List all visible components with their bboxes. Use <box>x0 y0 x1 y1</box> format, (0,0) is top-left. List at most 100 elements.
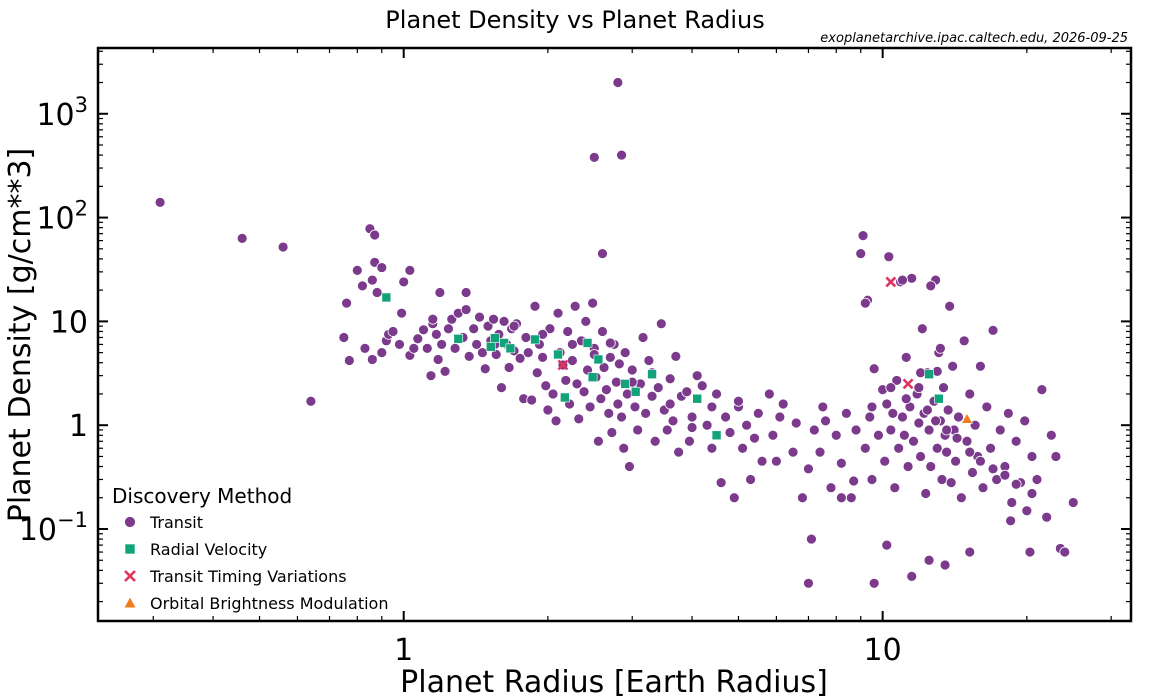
point-transit <box>537 328 549 340</box>
point-transit <box>610 376 622 388</box>
point-transit <box>604 337 616 349</box>
point-transit <box>797 492 808 504</box>
point-transit <box>737 442 748 454</box>
point-transit <box>951 432 963 444</box>
point-transit <box>629 401 641 413</box>
point-transit <box>664 398 676 410</box>
point-transit <box>588 151 600 163</box>
x-tick-label: 10 <box>864 633 902 668</box>
point-transit <box>953 411 964 423</box>
point-transit <box>1050 451 1062 462</box>
point-transit <box>817 401 829 413</box>
point-transit <box>1006 497 1018 508</box>
point-radial-velocity <box>485 341 496 352</box>
y-axis-label: Planet Density [g/cm**3] <box>3 148 38 523</box>
point-orbital-brightness-modulation <box>960 412 974 424</box>
point-transit <box>593 435 604 447</box>
point-transit <box>803 577 814 589</box>
y-tick-label: 1 <box>69 409 88 444</box>
point-transit <box>820 415 831 427</box>
point-radial-velocity <box>620 379 630 389</box>
point-transit <box>601 384 612 396</box>
point-transit <box>357 280 368 292</box>
point-transit <box>891 375 903 386</box>
point-radial-velocity <box>499 338 509 348</box>
point-transit <box>686 422 698 433</box>
point-transit <box>881 398 893 410</box>
point-transit <box>531 367 543 379</box>
point-transit <box>701 419 713 431</box>
point-transit <box>604 351 616 363</box>
point-transit <box>1010 435 1022 447</box>
point-transit <box>803 463 814 475</box>
point-transit <box>474 311 485 323</box>
point-transit <box>994 424 1006 436</box>
data-points <box>154 77 1079 589</box>
point-transit <box>745 474 756 485</box>
point-transit <box>975 360 986 372</box>
point-transit <box>887 407 899 419</box>
point-transit <box>975 455 986 467</box>
point-transit <box>640 407 652 419</box>
point-transit <box>624 461 635 472</box>
legend-title: Discovery Method <box>112 484 292 508</box>
point-transit <box>728 492 740 504</box>
point-transit <box>1010 478 1022 490</box>
legend-marker-square <box>124 543 136 555</box>
point-transit <box>616 149 627 161</box>
point-transit <box>621 388 633 400</box>
point-transit <box>366 274 378 286</box>
point-transit <box>787 446 799 458</box>
point-transit <box>866 401 878 413</box>
axis-ticks: 1 10 10−1 1 10 102 103 <box>19 48 1131 668</box>
point-transit <box>939 559 951 571</box>
point-radial-velocity <box>692 393 702 404</box>
point-transit <box>889 482 901 494</box>
point-transit <box>987 324 999 336</box>
point-transit <box>359 342 371 354</box>
source-note: exoplanetarchive.ipac.caltech.edu, 2026-… <box>820 31 1128 46</box>
point-transit <box>479 363 491 375</box>
point-transit <box>460 287 472 298</box>
point-transit <box>578 386 590 398</box>
point-transit <box>859 442 871 454</box>
point-transit <box>1041 511 1053 523</box>
point-transit <box>1045 429 1057 441</box>
point-transit <box>526 394 538 406</box>
point-transit <box>463 350 475 362</box>
y-tick-label: 103 <box>36 93 88 133</box>
point-transit <box>977 482 989 494</box>
point-transit <box>612 77 624 88</box>
point-transit <box>696 380 708 392</box>
point-transit <box>879 455 891 467</box>
point-transit <box>488 313 499 325</box>
point-transit <box>443 323 454 335</box>
point-transit <box>468 323 480 335</box>
point-transit <box>763 388 775 400</box>
point-transit <box>706 401 718 413</box>
point-transit <box>814 446 826 458</box>
point-radial-velocity <box>934 393 944 404</box>
point-transit <box>706 442 718 454</box>
point-transit <box>859 297 871 309</box>
point-transit <box>868 363 880 375</box>
point-transit <box>632 424 644 436</box>
point-transit <box>664 373 676 385</box>
point-transit <box>552 307 564 319</box>
point-transit <box>931 442 943 454</box>
point-transit <box>540 380 552 392</box>
point-transit <box>529 300 541 312</box>
point-transit <box>964 388 976 400</box>
point-transit <box>1067 497 1079 508</box>
point-transit <box>436 339 448 350</box>
point-radial-velocity <box>924 369 934 379</box>
point-transit <box>661 424 673 436</box>
point-transit <box>830 429 842 441</box>
point-transit <box>950 455 961 467</box>
point-transit <box>767 429 779 441</box>
point-transit <box>906 272 918 284</box>
point-transit <box>646 390 658 402</box>
point-transit <box>396 307 408 319</box>
point-radial-velocity <box>647 369 657 379</box>
